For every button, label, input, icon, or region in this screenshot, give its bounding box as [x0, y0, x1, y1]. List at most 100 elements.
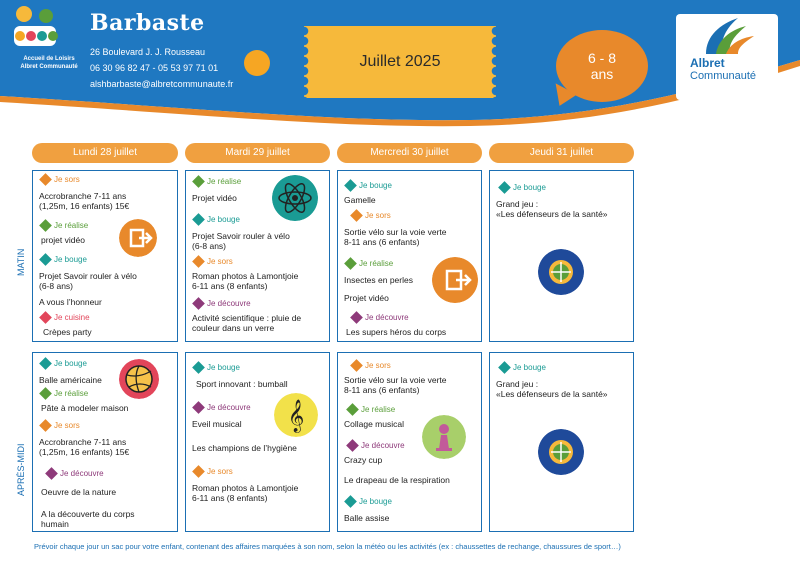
activity-line: Grand jeu : [496, 379, 539, 389]
category-label: Je bouge [513, 363, 546, 372]
diamond-icon [346, 403, 359, 416]
svg-text:𝄞: 𝄞 [288, 399, 305, 433]
activity-text: Les champions de l’hygiène [192, 443, 297, 453]
activity-line: «Les défenseurs de la santé» [496, 389, 608, 399]
diamond-icon [498, 181, 511, 194]
activity-text: Oeuvre de la nature [41, 487, 117, 497]
activity-line: Sortie vélo sur la voie verte [344, 375, 447, 385]
activity-line: 8-11 ans (6 enfants) [344, 385, 420, 395]
activity-text: Grand jeu : «Les défenseurs de la santé» [496, 379, 608, 399]
activity-text: Accrobranche 7-11 ans (1,25m, 16 enfants)… [39, 191, 129, 211]
activity-line: (6-8 ans) [192, 241, 227, 251]
cell-wednesday-morning: Je bouge Gamelle Je sors Sortie vélo sur… [337, 170, 482, 342]
cell-wednesday-afternoon: Je sors Sortie vélo sur la voie verte 8-1… [337, 352, 482, 532]
diamond-icon [350, 311, 363, 324]
category-tag: Je sors [350, 209, 391, 222]
category-tag: Je bouge [192, 213, 240, 226]
category-tag: Je bouge [192, 361, 240, 374]
activity-text: Insectes en perles [344, 275, 413, 285]
day-header-thursday: Jeudi 31 juillet [489, 143, 634, 163]
month-label: Juillet 2025 [304, 26, 496, 98]
diamond-icon [192, 255, 205, 268]
alsh-logo-text: Accueil de Loisirs Albret Communauté [14, 55, 84, 71]
diamond-icon [39, 311, 52, 324]
music-note-icon: 𝄞 [274, 393, 318, 437]
exit-door-icon [432, 257, 478, 303]
category-tag: Je réalise [39, 219, 89, 232]
activity-line: Projet Savoir rouler à vélo [192, 231, 290, 241]
category-label: Je bouge [207, 363, 240, 372]
category-tag: Je bouge [39, 253, 87, 266]
category-label: Je cuisine [54, 313, 90, 322]
age-range: 6 - 8 [587, 50, 616, 66]
category-label: Je bouge [359, 497, 392, 506]
diamond-icon [350, 359, 363, 372]
diamond-icon [346, 439, 359, 452]
activity-text: Accrobranche 7-11 ans (1,25m, 16 enfants)… [39, 437, 129, 457]
alsh-logo-icon [14, 6, 58, 46]
activity-text: Collage musical [344, 419, 404, 429]
cell-monday-afternoon: Je bouge Balle américaine Je réalise Pât… [32, 352, 178, 532]
category-label: Je sors [207, 257, 233, 266]
alsh-logo-line1: Accueil de Loisirs [23, 56, 75, 62]
activity-text: Grand jeu : «Les défenseurs de la santé» [496, 199, 608, 219]
activity-line: Roman photos à Lamontjoie [192, 271, 299, 281]
category-tag: Je découvre [45, 467, 104, 480]
activity-text: Sortie vélo sur la voie verte 8-11 ans (6… [344, 375, 447, 395]
category-label: Je sors [54, 175, 80, 184]
activity-line: Activité scientifique : pluie de [192, 313, 302, 323]
category-label: Je découvre [361, 441, 405, 450]
activity-text: Roman photos à Lamontjoie 6-11 ans (8 enf… [192, 271, 298, 291]
partner-subname: Communauté [690, 70, 757, 82]
email-link[interactable]: alshbarbaste@albretcommunaute.fr [90, 79, 234, 89]
activity-text: Activité scientifique : pluie de couleur … [192, 313, 301, 333]
target-icon [538, 429, 584, 475]
category-tag: Je sors [350, 359, 391, 372]
category-label: Je bouge [207, 215, 240, 224]
activity-line: Grand jeu : [496, 199, 539, 209]
activity-line: couleur dans un verre [192, 323, 275, 333]
category-tag: Je découvre [350, 311, 409, 324]
chess-pawn-icon [422, 415, 466, 459]
category-label: Je découvre [207, 299, 251, 308]
day-header-monday: Lundi 28 juillet [32, 143, 178, 163]
target-icon [538, 249, 584, 295]
category-label: Je réalise [54, 221, 89, 230]
activity-line: Accrobranche 7-11 ans [39, 191, 127, 201]
decorative-dot [244, 50, 270, 76]
cell-thursday-afternoon: Je bouge Grand jeu : «Les défenseurs de l… [489, 352, 634, 532]
category-tag: Je sors [192, 465, 233, 478]
activity-text: A la découverte du corps humain [41, 509, 135, 529]
diamond-icon [344, 495, 357, 508]
diamond-icon [344, 179, 357, 192]
activity-line: «Les défenseurs de la santé» [496, 209, 608, 219]
category-label: Je sors [365, 211, 391, 220]
diamond-icon [39, 253, 52, 266]
activity-line: (6-8 ans) [39, 281, 74, 291]
day-header-wednesday: Mercredi 30 juillet [337, 143, 482, 163]
cell-thursday-morning: Je bouge Grand jeu : «Les défenseurs de l… [489, 170, 634, 342]
diamond-icon [45, 467, 58, 480]
activity-text: Gamelle [344, 195, 376, 205]
activity-line: (1,25m, 16 enfants) 15€ [39, 447, 130, 457]
cell-tuesday-afternoon: Je bouge Sport innovant : bumball Je déc… [185, 352, 330, 532]
activity-line: Sortie vélo sur la voie verte [344, 227, 447, 237]
address-line: 26 Boulevard J. J. Rousseau [90, 47, 206, 57]
activity-line: 6-11 ans (8 enfants) [192, 493, 268, 503]
category-tag: Je sors [39, 173, 80, 186]
activity-line: 6-11 ans (8 enfants) [192, 281, 268, 291]
diamond-icon [39, 419, 52, 432]
diamond-icon [192, 175, 205, 188]
partner-logo: Albret Communauté [676, 14, 778, 100]
activity-text: Sortie vélo sur la voie verte 8-11 ans (6… [344, 227, 447, 247]
category-label: Je réalise [361, 405, 396, 414]
activity-line: 8-11 ans (6 enfants) [344, 237, 420, 247]
activity-text: A vous l’honneur [39, 297, 102, 307]
brand-title: Barbaste [90, 10, 205, 36]
activity-line: (1,25m, 16 enfants) 15€ [39, 201, 130, 211]
activity-line: humain [41, 519, 69, 529]
row-label-afternoon: APRÈS-MIDI [16, 443, 26, 496]
activity-text: Balle assise [344, 513, 390, 523]
category-tag: Je bouge [344, 495, 392, 508]
category-label: Je découvre [60, 469, 104, 478]
